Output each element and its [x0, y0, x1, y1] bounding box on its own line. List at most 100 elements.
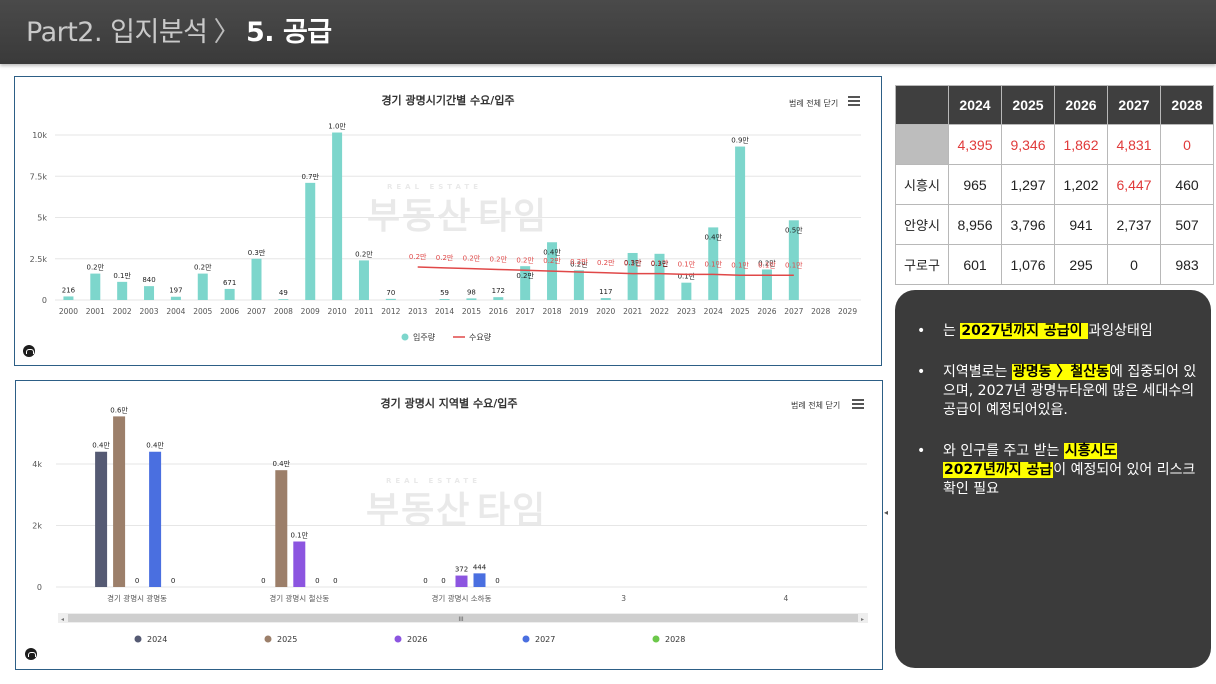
x-tick-label: 2020	[596, 307, 615, 316]
bar-data-label: 98	[467, 288, 476, 296]
collapse-arrow-icon[interactable]: ◂	[884, 508, 889, 517]
table-cell: 941	[1054, 204, 1108, 245]
hamburger-menu-icon[interactable]	[848, 96, 860, 106]
table-cell: 4,831	[1107, 124, 1161, 165]
table-row: 안양시 8,956 3,796 941 2,737 507	[895, 204, 1214, 245]
table-header-row: 2024 2025 2026 2027 2028	[895, 85, 1214, 125]
table-header-cell: 2024	[948, 85, 1002, 125]
x-tick-label: 2016	[489, 307, 508, 316]
region-bar-chart: 0 2k 4k 경기 광명시 광명동 0.4만 0.6만 0 0.4만 0 경기 광명시 철산동 0…	[32, 405, 868, 644]
bar	[573, 270, 584, 300]
bar-data-label: 0.3만	[651, 259, 669, 268]
legend-toggle-button[interactable]: 범례 전체 닫기	[787, 398, 845, 413]
y-tick-label: 4k	[32, 460, 42, 469]
table-cell: 6,447	[1107, 164, 1161, 205]
bar	[466, 298, 477, 300]
line-data-label: 0.1만	[704, 259, 722, 268]
bar	[332, 132, 343, 300]
table-row: 구로구 601 1,076 295 0 983	[895, 244, 1214, 285]
bar-data-label: 840	[142, 276, 155, 284]
bar	[144, 286, 155, 300]
x-tick-label: 4	[784, 594, 789, 603]
bar-data-label: 117	[599, 288, 612, 296]
region-chart-panel: 경기 광명시 지역별 수요/입주 범례 전체 닫기 REAL ESTATE 부동산…	[15, 380, 883, 670]
y-tick-label: 7.5k	[30, 172, 48, 181]
y-tick-label: 10k	[32, 131, 47, 140]
bar-data-label: 197	[169, 287, 182, 295]
line-data-label: 0.2만	[463, 254, 481, 263]
table-header-cell: 2025	[1001, 85, 1055, 125]
bar	[439, 299, 450, 300]
bar	[251, 258, 262, 300]
bar-data-label: 0.3만	[248, 248, 266, 257]
bar-data-label: 216	[62, 286, 76, 294]
table-cell: 1,202	[1054, 164, 1108, 205]
legend-marker	[134, 635, 142, 643]
x-tick-label: 2001	[86, 307, 105, 316]
x-tick-label: 2026	[757, 307, 776, 316]
table-cell: 965	[948, 164, 1002, 205]
scroll-left-icon: ◂	[61, 616, 64, 623]
bar	[761, 269, 772, 300]
bar-data-label: 0.7만	[301, 172, 319, 181]
bar	[63, 296, 74, 300]
bar	[305, 182, 316, 300]
table-header-cell: 2028	[1160, 85, 1214, 125]
bar	[654, 253, 665, 300]
bar-data-label: 0.1만	[291, 531, 309, 540]
x-tick-label: 2008	[274, 307, 293, 316]
breadcrumb-separator: 〉	[213, 17, 241, 48]
bar-data-label: 0.2만	[570, 259, 588, 268]
y-tick-label: 0	[42, 296, 47, 305]
table-cell: 4,395	[948, 124, 1002, 165]
x-tick-label: 2015	[462, 307, 481, 316]
legend-marker	[652, 635, 660, 643]
note-item: 지역별로는 광명동 〉철산동에 집중되어 있으며, 2027년 광명뉴타운에 많…	[915, 363, 1200, 420]
section-label: 5. 공급	[246, 17, 332, 48]
x-tick-label: 2000	[59, 307, 78, 316]
table-cell: 0	[1107, 244, 1161, 285]
table-header-cell: 2027	[1107, 85, 1161, 125]
x-tick-label: 3	[621, 594, 626, 603]
x-tick-label: 2009	[301, 307, 320, 316]
x-tick-label: 경기 광명시 소하동	[432, 593, 492, 603]
table-row: 시흥시 965 1,297 1,202 6,447 460	[895, 164, 1214, 205]
bar-data-label: 0	[135, 577, 139, 585]
legend-marker	[264, 635, 272, 643]
table-header-cell: 2026	[1054, 85, 1108, 125]
page-title: Part2. 입지분석 〉 5. 공급	[26, 10, 332, 49]
x-tick-label: 2007	[247, 307, 266, 316]
line-data-label: 0.2만	[409, 252, 427, 261]
logo-icon	[23, 345, 35, 357]
bar	[278, 299, 289, 300]
chart-title: 경기 광명시 지역별 수요/입주	[380, 397, 518, 410]
table-cell: 1,297	[1001, 164, 1055, 205]
y-tick-label: 5k	[37, 214, 47, 223]
x-tick-label: 2004	[166, 307, 185, 316]
bar-data-label: 0.4만	[273, 459, 291, 468]
bar-data-label: 0	[333, 577, 337, 585]
line-data-label: 0.2만	[570, 257, 588, 266]
y-tick-label: 2.5k	[30, 255, 48, 264]
hamburger-menu-icon[interactable]	[852, 399, 864, 409]
bar-data-label: 0	[315, 577, 319, 585]
x-tick-label: 경기 광명시 광명동	[107, 593, 167, 603]
table-cell: 1,076	[1001, 244, 1055, 285]
table-cell: 601	[948, 244, 1002, 285]
bar	[293, 541, 306, 587]
x-tick-label: 2005	[193, 307, 212, 316]
bar	[95, 451, 108, 587]
notes-box: 는 2027년까지 공급이 과잉상태임 지역별로는 광명동 〉철산동에 집중되어…	[895, 290, 1211, 668]
bar	[627, 252, 638, 300]
table-row: 4,395 9,346 1,862 4,831 0	[895, 124, 1214, 165]
line-data-label: 0.1만	[651, 259, 669, 268]
note-item: 는 2027년까지 공급이 과잉상태임	[915, 322, 1200, 341]
x-tick-label: 2012	[381, 307, 400, 316]
row-label: 안양시	[895, 204, 949, 245]
bar	[493, 297, 504, 300]
legend-toggle-button[interactable]: 범례 전체 닫기	[785, 96, 843, 111]
legend-label: 수요량	[469, 332, 492, 342]
bar	[149, 451, 162, 587]
line-data-label: 0.2만	[543, 256, 561, 265]
supply-table: 2024 2025 2026 2027 2028 4,395 9,346 1,8…	[895, 85, 1214, 285]
